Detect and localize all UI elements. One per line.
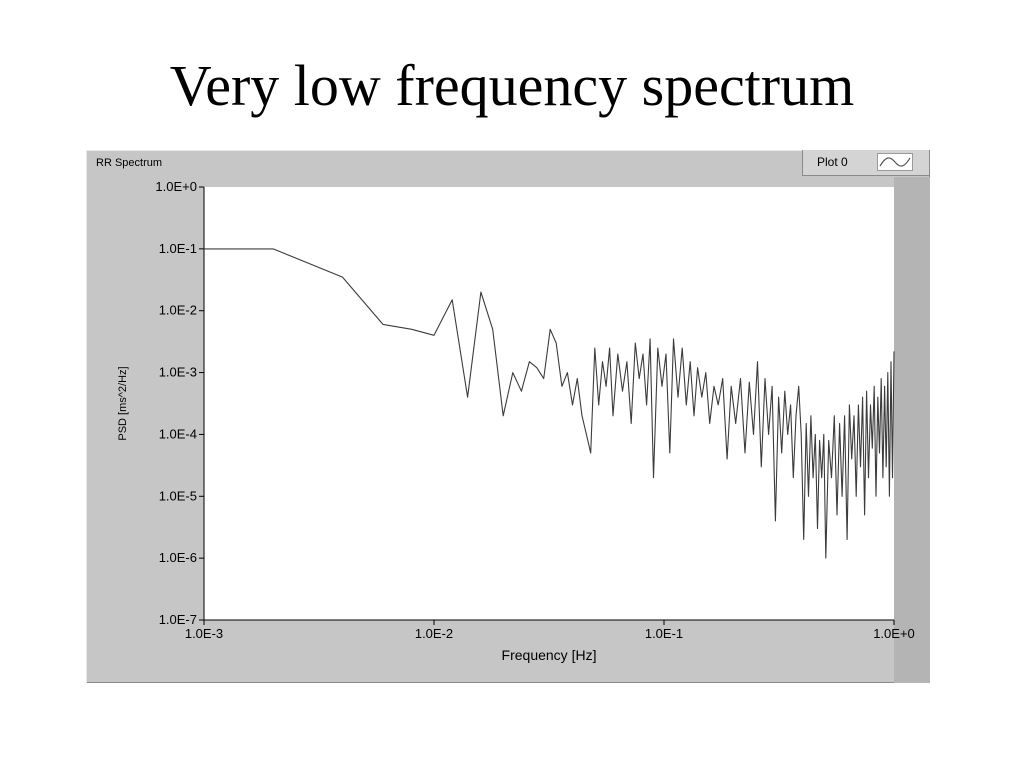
- slide-title: Very low frequency spectrum: [169, 53, 855, 118]
- y-axis: 1.0E+0 1.0E-1 1.0E-2 1.0E-3 1.0E-4 1.0E-5 1.0E…: [155, 179, 205, 627]
- x-tick-label: 1.0E-1: [645, 626, 683, 641]
- series-line-plot-0: [204, 248, 895, 559]
- x-tick-label: 1.0E+0: [873, 626, 915, 641]
- line-sample-icon: [877, 153, 913, 171]
- graph-right-strip: [894, 177, 930, 683]
- y-tick-label: 1.0E-7: [159, 612, 197, 627]
- graph-panel: RR Spectrum Plot 0 1.0E+0 1.0E-1 1.0E-2 1.0…: [86, 150, 930, 683]
- y-tick-label: 1.0E-2: [159, 303, 197, 318]
- x-axis-title: Frequency [Hz]: [502, 647, 597, 663]
- graph-label: RR Spectrum: [96, 157, 163, 169]
- y-tick-label: 1.0E-4: [159, 426, 197, 441]
- y-tick-label: 1.0E-1: [159, 241, 197, 256]
- y-tick-label: 1.0E-5: [159, 488, 197, 503]
- plot-legend[interactable]: Plot 0: [802, 150, 930, 176]
- y-tick-label: 1.0E-3: [159, 365, 197, 380]
- y-tick-label: 1.0E+0: [155, 179, 197, 194]
- x-axis: 1.0E-3 1.0E-2 1.0E-1 1.0E+0: [185, 619, 915, 641]
- y-tick-label: 1.0E-6: [159, 550, 197, 565]
- y-axis-title: PSD [ms^2/Hz]: [117, 366, 129, 440]
- spectrum-chart: 1.0E+0 1.0E-1 1.0E-2 1.0E-3 1.0E-4 1.0E-5 1.0E…: [117, 179, 915, 663]
- x-tick-label: 1.0E-3: [185, 626, 223, 641]
- plot-area: [204, 187, 894, 620]
- x-tick-label: 1.0E-2: [415, 626, 453, 641]
- legend-label: Plot 0: [817, 155, 848, 169]
